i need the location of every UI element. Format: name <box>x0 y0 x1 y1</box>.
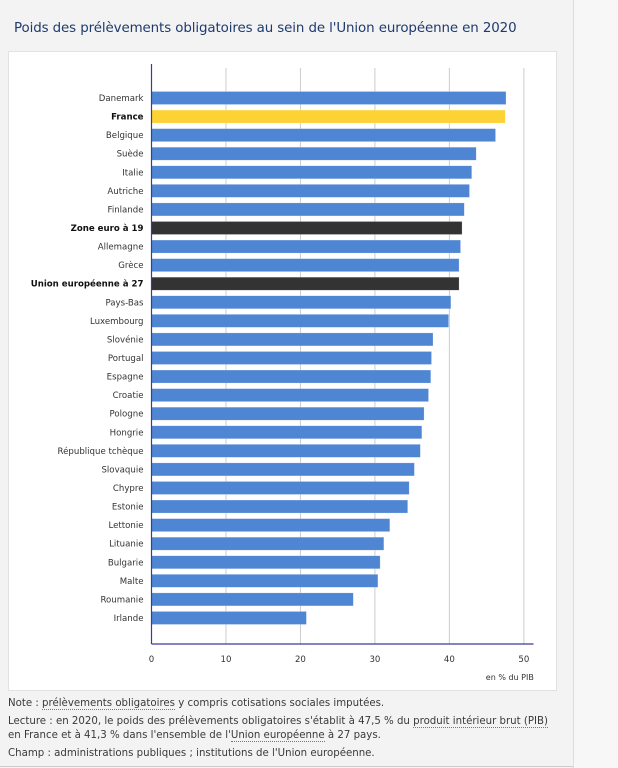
link-union-europeenne[interactable]: Union européenne <box>230 730 325 742</box>
category-label-republique-tcheque: République tchèque <box>58 446 144 457</box>
bar-autriche[interactable] <box>151 184 470 198</box>
category-label-croatie: Croatie <box>113 391 144 401</box>
note-prefix: Note : <box>8 698 43 709</box>
bar-union-europeenne-a-27[interactable] <box>151 276 460 291</box>
divider <box>0 766 573 767</box>
side-panel <box>573 0 618 768</box>
bar-chart: Danemark France Belgique Suède Italie Autrich… <box>31 64 534 682</box>
bar-luxembourg[interactable] <box>151 314 449 328</box>
category-label-belgique: Belgique <box>106 131 144 141</box>
category-label-grece: Grèce <box>118 260 143 271</box>
category-label-autriche: Autriche <box>107 187 143 197</box>
bar-danemark[interactable] <box>151 91 507 105</box>
category-label-malte: Malte <box>120 577 144 587</box>
lecture-mid: en France et à 41,3 % dans l'ensemble de… <box>8 730 231 741</box>
link-pib[interactable]: produit intérieur brut (PIB) <box>413 716 548 728</box>
category-label-bulgarie: Bulgarie <box>108 558 144 568</box>
category-label-danemark: Danemark <box>99 94 144 104</box>
category-label-allemagne: Allemagne <box>98 243 144 253</box>
chart-notes: Note : prélèvements obligatoires y compr… <box>8 697 553 765</box>
category-label-pays-bas: Pays-Bas <box>105 298 144 308</box>
note-line: Note : prélèvements obligatoires y compr… <box>8 697 553 711</box>
champ-line: Champ : administrations publiques ; inst… <box>8 748 375 759</box>
x-tick-label-20: 20 <box>295 655 306 665</box>
bar-roumanie[interactable] <box>151 592 354 607</box>
bar-pologne[interactable] <box>151 406 425 421</box>
category-label-estonie: Estonie <box>112 503 144 513</box>
bar-grece[interactable] <box>151 258 460 272</box>
bar-slovaquie[interactable] <box>151 462 415 477</box>
category-label-portugal: Portugal <box>108 354 144 364</box>
bar-zone-euro-a-19[interactable] <box>151 221 463 235</box>
category-label-roumanie: Roumanie <box>100 595 143 605</box>
bar-france[interactable] <box>151 109 506 124</box>
bar-espagne[interactable] <box>151 369 432 384</box>
bar-portugal[interactable] <box>151 351 432 365</box>
x-tick-label-10: 10 <box>221 655 232 665</box>
lecture-suffix: à 27 pays. <box>324 730 381 741</box>
bar-lituanie[interactable] <box>151 536 385 551</box>
x-axis-label: en % du PIB <box>486 673 534 682</box>
bar-estonie[interactable] <box>151 499 408 514</box>
category-label-slovaquie: Slovaquie <box>101 465 143 475</box>
category-label-irlande: Irlande <box>114 614 144 624</box>
bar-chypre[interactable] <box>151 481 410 495</box>
category-label-zone-euro-a-19: Zone euro à 19 <box>71 224 144 234</box>
bar-slovenie[interactable] <box>151 332 434 347</box>
bar-finlande[interactable] <box>151 202 465 217</box>
x-tick-label-50: 50 <box>518 655 529 665</box>
bar-hongrie[interactable] <box>151 425 423 440</box>
bar-bulgarie[interactable] <box>151 555 381 569</box>
bars <box>151 91 507 625</box>
category-labels: Danemark France Belgique Suède Italie Autrich… <box>31 94 144 624</box>
category-label-espagne: Espagne <box>107 373 144 383</box>
category-label-chypre: Chypre <box>113 484 144 494</box>
x-tick-label-30: 30 <box>369 655 380 665</box>
bar-italie[interactable] <box>151 165 472 180</box>
bar-malte[interactable] <box>151 574 379 588</box>
bar-pays-bas[interactable] <box>151 295 452 310</box>
note-suffix: y compris cotisations sociales imputées. <box>174 698 385 709</box>
category-label-luxembourg: Luxembourg <box>90 317 144 327</box>
bar-belgique[interactable] <box>151 128 496 142</box>
bar-croatie[interactable] <box>151 388 429 402</box>
category-label-italie: Italie <box>122 168 143 178</box>
tick-labels: 0 10 20 30 40 50 en % du PIB <box>149 655 534 682</box>
category-label-finlande: Finlande <box>108 205 144 215</box>
bar-republique-tcheque[interactable] <box>151 444 421 458</box>
category-label-hongrie: Hongrie <box>110 428 144 438</box>
bar-irlande[interactable] <box>151 611 307 625</box>
bar-suede[interactable] <box>151 146 477 161</box>
x-tick-label-0: 0 <box>149 655 154 665</box>
category-label-france: France <box>111 113 144 123</box>
bar-lettonie[interactable] <box>151 518 391 532</box>
link-prelevements-obligatoires[interactable]: prélèvements obligatoires <box>42 698 175 710</box>
category-label-suede: Suède <box>117 149 144 160</box>
axes <box>150 64 534 645</box>
lecture-line: Lecture : en 2020, le poids des prélèvem… <box>8 715 553 743</box>
lecture-prefix: Lecture : en 2020, le poids des prélèvem… <box>8 716 414 727</box>
category-label-union-europeenne-a-27: Union européenne à 27 <box>31 279 144 290</box>
category-label-lettonie: Lettonie <box>108 521 143 531</box>
category-label-pologne: Pologne <box>110 410 144 420</box>
chart-card: Danemark France Belgique Suède Italie Autrich… <box>8 51 557 691</box>
category-label-slovenie: Slovénie <box>107 334 144 345</box>
category-label-lituanie: Lituanie <box>109 540 143 550</box>
chart-title: Poids des prélèvements obligatoires au s… <box>14 21 517 36</box>
x-tick-label-40: 40 <box>444 655 455 665</box>
bar-allemagne[interactable] <box>151 239 461 254</box>
